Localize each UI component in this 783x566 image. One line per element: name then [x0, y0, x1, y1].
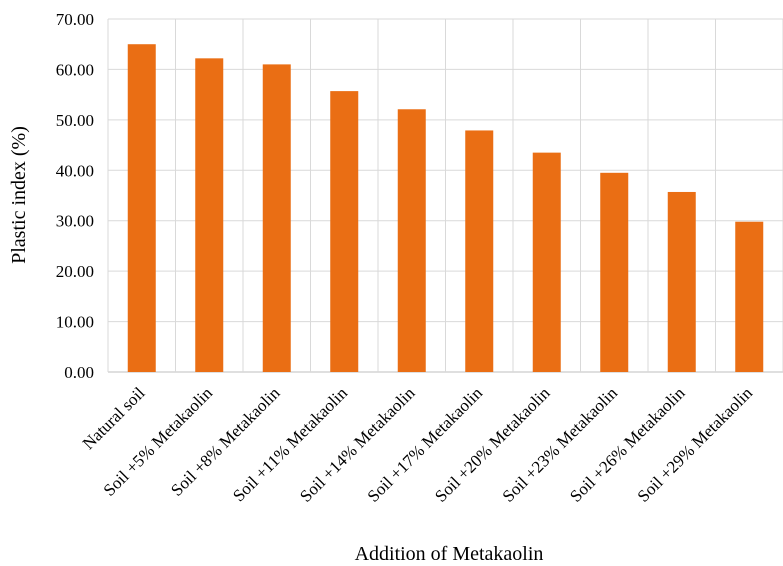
y-tick-label: 20.00 — [56, 262, 94, 281]
bar — [735, 221, 764, 372]
y-axis-title: Plastic index (%) — [8, 126, 30, 264]
y-tick-label: 30.00 — [56, 212, 94, 231]
bar — [465, 130, 494, 372]
y-tick-label: 70.00 — [56, 10, 94, 29]
x-category-label: Soil +23% Metakaolin — [499, 383, 622, 506]
x-category-label: Natural soil — [79, 383, 149, 453]
bar — [195, 58, 224, 372]
x-category-label: Soil +14% Metakaolin — [296, 383, 419, 506]
bar — [532, 152, 561, 372]
bar — [330, 91, 359, 372]
x-category-label: Soil +20% Metakaolin — [431, 383, 554, 506]
bar — [667, 191, 696, 372]
y-tick-label: 60.00 — [56, 60, 94, 79]
x-category-label: Soil +26% Metakaolin — [566, 383, 689, 506]
bars — [127, 44, 764, 372]
x-axis-title: Addition of Metakaolin — [355, 543, 544, 565]
bar — [600, 172, 629, 372]
y-tick-label: 40.00 — [56, 161, 94, 180]
x-category-label: Soil +29% Metakaolin — [634, 383, 757, 506]
bar — [127, 44, 156, 372]
x-category-label: Soil +11% Metakaolin — [229, 383, 351, 505]
x-category-label: Soil +17% Metakaolin — [364, 383, 487, 506]
bar — [262, 64, 291, 372]
y-tick-label: 10.00 — [56, 313, 94, 332]
y-axis-ticks: 0.00 10.00 20.00 30.00 40.00 50.00 60.00 70.00 — [56, 10, 94, 382]
y-tick-label: 0.00 — [64, 363, 94, 382]
bar — [397, 109, 426, 372]
y-tick-label: 50.00 — [56, 111, 94, 130]
